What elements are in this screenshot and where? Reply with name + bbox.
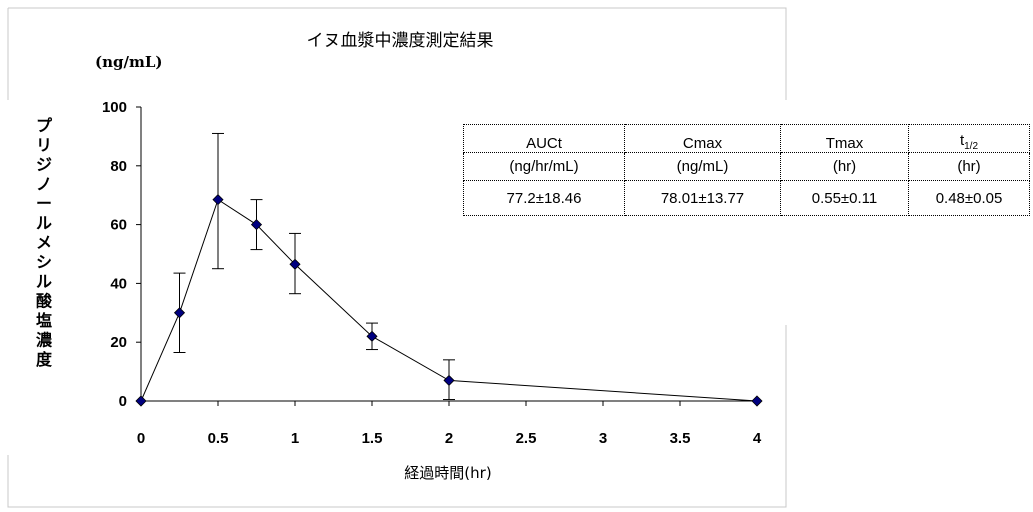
y-axis-label-char: ジ — [36, 155, 52, 174]
data-point-marker — [212, 194, 224, 206]
y-unit-label: (ng/mL) — [95, 53, 163, 71]
header-tmax: Tmax — [780, 124, 909, 153]
y-tick-label: 40 — [110, 275, 127, 292]
header-thalf-symbol: t — [959, 132, 965, 149]
value-tmax: 0.55±0.11 — [780, 180, 909, 216]
y-axis-label-char: 塩 — [36, 311, 52, 330]
x-tick-label: 0 — [137, 430, 145, 447]
y-axis-label-char: シ — [36, 253, 52, 272]
x-axis-label: 経過時間(hr) — [404, 464, 491, 482]
y-axis-label-char: ー — [36, 194, 52, 213]
data-point-marker — [751, 395, 763, 407]
value-thalf: 0.48±0.05 — [908, 180, 1030, 216]
y-tick-label: 100 — [102, 99, 127, 116]
value-auct: 77.2±18.46 — [463, 180, 625, 216]
chart-area-border — [7, 7, 787, 508]
unit-auct: (ng/hr/mL) — [463, 152, 625, 181]
y-axis-label-char: 度 — [36, 350, 53, 369]
y-axis-label-char: リ — [36, 136, 52, 155]
header-auct: AUCt — [463, 124, 625, 153]
x-tick-label: 4 — [753, 430, 762, 447]
y-axis-label-char: プ — [36, 116, 53, 135]
unit-tmax: (hr) — [780, 152, 909, 181]
x-tick-label: 1.5 — [362, 430, 383, 447]
pk-parameter-table: AUCt Cmax Tmax t1/2 (ng/hr/mL) (ng/mL) (… — [463, 124, 1030, 216]
unit-cmax: (ng/mL) — [624, 152, 781, 181]
data-points — [135, 194, 763, 407]
y-tick-label: 80 — [110, 158, 127, 175]
series-polyline — [140, 198, 758, 402]
x-tick-label: 3.5 — [670, 430, 691, 447]
data-point-marker — [443, 374, 455, 386]
y-tick-labels: 0 20 40 60 80 100 — [102, 99, 127, 410]
y-tick-label: 60 — [110, 217, 127, 234]
data-point-marker — [366, 330, 378, 342]
data-point-marker — [250, 219, 263, 231]
x-tick-label: 3 — [599, 430, 607, 447]
header-thalf-subscript: 1/2 — [964, 141, 979, 152]
x-tick-label: 1 — [291, 430, 299, 447]
x-tick-label: 2 — [445, 430, 453, 447]
x-tick-labels: 0 0.5 1 1.5 2 2.5 3 3.5 4 — [137, 430, 762, 447]
series-line — [140, 198, 758, 402]
x-tick-label: 0.5 — [208, 430, 229, 447]
y-tick-label: 0 — [119, 393, 127, 410]
value-cmax: 78.01±13.77 — [624, 180, 781, 216]
header-thalf: t1/2 — [908, 124, 1030, 153]
data-point-marker — [173, 307, 186, 319]
data-point-marker — [289, 258, 301, 270]
data-point-marker — [135, 395, 147, 407]
header-cmax: Cmax — [624, 124, 781, 153]
y-axis-label-char: 酸 — [36, 292, 53, 311]
y-axis-label-char: ノ — [36, 175, 52, 194]
y-axis-label-char: ル — [36, 214, 52, 233]
chart-title: イヌ血漿中濃度測定結果 — [307, 31, 494, 51]
unit-thalf: (hr) — [908, 152, 1030, 181]
y-axis-label-char: メ — [36, 233, 52, 252]
y-axis-label-char: ル — [36, 272, 52, 291]
y-axis-label-char: 濃 — [36, 331, 53, 350]
y-tick-label: 20 — [110, 334, 127, 351]
x-tick-label: 2.5 — [516, 430, 537, 447]
